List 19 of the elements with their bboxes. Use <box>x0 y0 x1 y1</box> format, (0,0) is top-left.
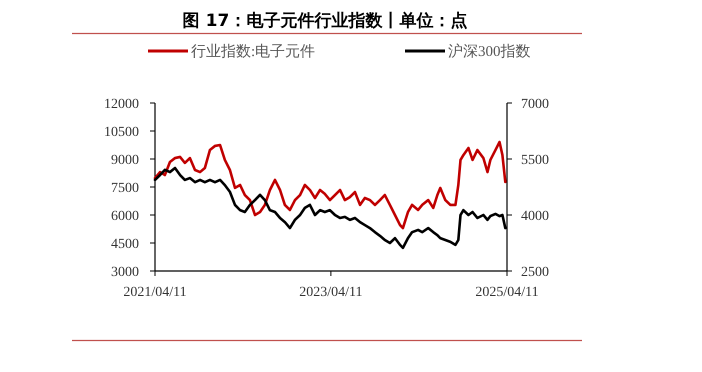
y2-tick-label: 4000 <box>521 209 549 224</box>
y2-tick-label: 7000 <box>521 97 549 112</box>
y-tick-label: 6000 <box>111 209 139 224</box>
x-tick-label: 2023/04/11 <box>299 285 363 300</box>
y-tick-label: 4500 <box>111 237 139 252</box>
y-tick-label: 3000 <box>111 265 139 280</box>
y-tick-label: 7500 <box>111 181 139 196</box>
y-tick-label: 10500 <box>104 125 139 140</box>
x-tick-label: 2021/04/11 <box>123 285 187 300</box>
legend-label: 行业指数:电子元件 <box>191 43 316 60</box>
x-tick-label: 2025/04/11 <box>475 285 539 300</box>
y2-tick-label: 5500 <box>521 153 549 168</box>
y-tick-label: 9000 <box>111 153 139 168</box>
legend-item: 行业指数:电子元件 <box>148 44 316 60</box>
legend-label: 沪深300指数 <box>448 43 530 60</box>
y-tick-label: 12000 <box>104 97 139 112</box>
legend-item: 沪深300指数 <box>405 44 530 60</box>
y2-tick-label: 2500 <box>521 265 549 280</box>
chart-title: 图 17：电子元件行业指数丨单位：点 <box>182 11 468 31</box>
